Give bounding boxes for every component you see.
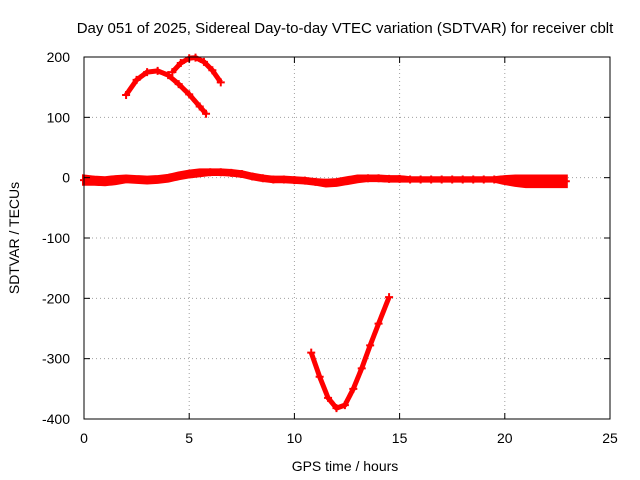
x-tick-label: 5 <box>185 430 193 446</box>
data-point <box>561 177 570 186</box>
y-tick-label: -200 <box>42 290 70 306</box>
data-point <box>168 68 177 77</box>
data-point <box>340 401 349 410</box>
data-point <box>199 57 208 66</box>
data-point <box>458 175 467 184</box>
data-point <box>332 178 341 187</box>
data-point <box>521 177 530 186</box>
data-point <box>357 364 366 373</box>
data-point <box>416 175 425 184</box>
data-point <box>202 109 211 118</box>
y-tick-label: 100 <box>47 109 71 125</box>
data-point <box>216 78 225 87</box>
data-point <box>532 177 541 186</box>
data-point <box>90 176 99 185</box>
data-point <box>511 176 520 185</box>
data-point <box>101 177 110 186</box>
data-point <box>300 176 309 185</box>
data-point <box>321 179 330 188</box>
data-point <box>237 170 246 179</box>
data-point <box>349 384 358 393</box>
y-tick-label: -400 <box>42 411 70 427</box>
series-line <box>124 68 208 116</box>
data-point <box>111 176 120 185</box>
data-point <box>269 175 278 184</box>
data-point <box>153 175 162 184</box>
axis-ticks: 0 5 10 15 20 25 -400 -300 -200 -100 0 100 200 <box>42 49 618 446</box>
data-point <box>553 177 562 186</box>
data-point <box>216 168 225 177</box>
series-line <box>308 296 392 411</box>
data-point <box>366 341 375 350</box>
data-point <box>208 66 217 75</box>
data-point <box>385 174 394 183</box>
x-tick-label: 0 <box>80 430 88 446</box>
data-point <box>437 175 446 184</box>
data-point <box>479 175 488 184</box>
data-point <box>500 176 509 185</box>
y-tick-label: 0 <box>62 170 70 186</box>
data-point <box>374 319 383 328</box>
data-point <box>332 404 341 413</box>
x-tick-label: 10 <box>287 430 303 446</box>
data-point <box>448 175 457 184</box>
data-point <box>364 174 373 183</box>
data-point <box>311 177 320 186</box>
data-point <box>279 175 288 184</box>
data-point <box>153 66 162 75</box>
data-point <box>122 91 131 100</box>
data-point <box>185 170 194 179</box>
x-tick-label: 15 <box>392 430 408 446</box>
y-tick-label: 200 <box>47 49 71 65</box>
data-point <box>174 171 183 180</box>
data-point <box>143 68 152 77</box>
data-point <box>122 174 131 183</box>
chart-title: Day 051 of 2025, Sidereal Day-to-day VTE… <box>77 20 614 37</box>
data-point <box>353 174 362 183</box>
data-point <box>143 176 152 185</box>
data-point <box>174 80 183 89</box>
plot-frame <box>83 56 611 420</box>
grid-lines <box>84 57 610 419</box>
series-arc-1 <box>124 68 208 116</box>
x-tick-label: 25 <box>602 430 618 446</box>
series-band <box>82 168 568 189</box>
data-point <box>307 348 316 357</box>
data-point <box>248 172 257 181</box>
data-point <box>185 90 194 99</box>
data-point <box>227 168 236 177</box>
data-point <box>164 71 173 80</box>
data-point <box>195 102 204 111</box>
data-point <box>132 175 141 184</box>
data-point <box>290 176 299 185</box>
data-point <box>385 293 394 302</box>
y-axis-label: SDTVAR / TECUs <box>6 182 22 294</box>
data-point <box>164 174 173 183</box>
series-arc-3 <box>308 296 392 411</box>
data-point <box>343 176 351 185</box>
data-point <box>324 393 333 402</box>
y-tick-label: -300 <box>42 351 70 367</box>
plot-area <box>80 53 570 413</box>
data-point <box>374 174 383 183</box>
y-tick-label: -100 <box>42 230 70 246</box>
data-point <box>395 174 404 183</box>
x-axis-label: GPS time / hours <box>292 458 399 474</box>
data-point <box>315 372 324 381</box>
data-point <box>191 53 200 62</box>
data-point <box>195 168 204 177</box>
data-point <box>490 175 499 184</box>
x-tick-label: 20 <box>497 430 513 446</box>
data-point <box>406 175 415 184</box>
data-point <box>427 175 436 184</box>
data-point <box>176 59 185 68</box>
series-main-band <box>82 168 568 189</box>
data-point <box>132 75 141 84</box>
data-point <box>206 168 215 177</box>
data-point <box>258 174 267 183</box>
data-point <box>469 175 478 184</box>
data-point <box>542 177 551 186</box>
